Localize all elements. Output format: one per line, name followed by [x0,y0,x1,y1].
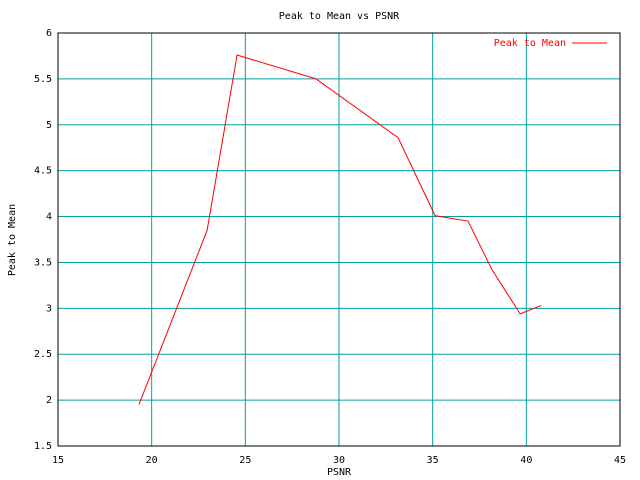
data-line [138,54,542,405]
x-tick-label: 35 [427,455,439,466]
y-tick-label: 4 [46,212,52,223]
x-axis-label: PSNR [327,467,352,478]
y-tick-label: 5.5 [34,74,52,85]
plot-frame [57,32,621,447]
y-tick-label: 3 [46,303,52,314]
y-tick-label: 5 [46,120,52,131]
x-tick-label: 15 [52,455,64,466]
y-tick-label: 2 [46,395,52,406]
legend-label: Peak to Mean [494,38,566,49]
chart-title: Peak to Mean vs PSNR [279,11,400,22]
y-tick-label: 4.5 [34,166,52,177]
y-tick-label: 1.5 [34,441,52,452]
x-tick-label: 25 [239,455,251,466]
y-tick-label: 6 [46,28,52,39]
x-tick-label: 40 [520,455,532,466]
y-tick-label: 3.5 [34,257,52,268]
y-tick-label: 2.5 [34,349,52,360]
x-tick-label: 20 [146,455,158,466]
x-tick-label: 45 [614,455,626,466]
x-tick-label: 30 [333,455,345,466]
y-axis-label: Peak to Mean [7,204,18,276]
